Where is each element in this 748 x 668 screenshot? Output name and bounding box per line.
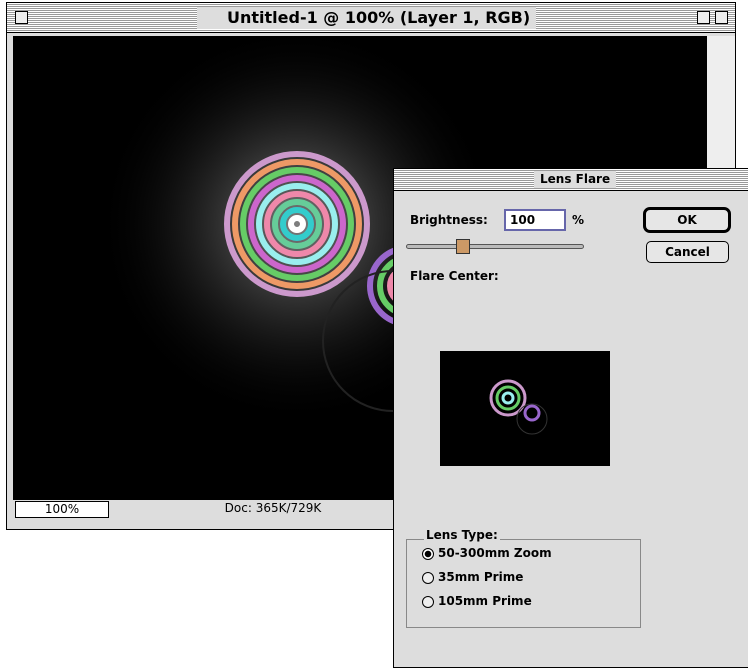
radio-button[interactable] [422, 572, 434, 584]
brightness-slider[interactable] [406, 244, 584, 249]
dialog-title-bar: Lens Flare [394, 169, 748, 191]
flare-preview[interactable] [440, 351, 610, 466]
zoom-box[interactable] [715, 11, 728, 24]
radio-label[interactable]: 50-300mm Zoom [438, 546, 552, 560]
slider-thumb[interactable] [456, 239, 470, 254]
zoom-field[interactable]: 100% [15, 501, 109, 518]
ok-button[interactable]: OK [643, 207, 731, 233]
flare-center-label: Flare Center: [410, 269, 499, 283]
close-box[interactable] [15, 11, 28, 24]
lens-type-label: Lens Type: [424, 528, 500, 542]
doc-info[interactable]: Doc: 365K/729K [224, 501, 322, 515]
lens-type-group [406, 539, 641, 628]
brightness-field[interactable]: 100 [504, 209, 566, 231]
radio-button[interactable] [422, 548, 434, 560]
collapse-box[interactable] [697, 11, 710, 24]
dialog-title: Lens Flare [534, 171, 617, 188]
preview-rings [489, 379, 548, 435]
brightness-unit: % [572, 213, 585, 227]
radio-label[interactable]: 35mm Prime [438, 570, 524, 584]
radio-label[interactable]: 105mm Prime [438, 594, 532, 608]
title-bar: Untitled-1 @ 100% (Layer 1, RGB) [7, 3, 735, 33]
radio-button[interactable] [422, 596, 434, 608]
cancel-button[interactable]: Cancel [646, 241, 729, 263]
title: Untitled-1 @ 100% (Layer 1, RGB) [197, 7, 537, 29]
dialog: Lens Flare Brightness: 100 % OK Cancel F… [393, 168, 748, 668]
brightness-label: Brightness: [410, 213, 488, 227]
